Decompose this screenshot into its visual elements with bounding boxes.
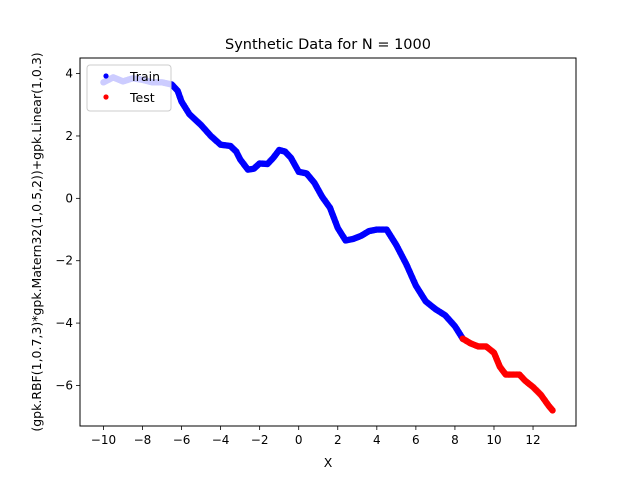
y-tick-label: −2 [55, 254, 73, 268]
data-point-train [393, 241, 400, 249]
x-tick-label: −2 [251, 433, 269, 447]
data-point-train [365, 227, 373, 235]
x-tick-label: −4 [212, 433, 230, 447]
data-point-train [326, 204, 334, 211]
x-tick-label: 0 [295, 433, 303, 447]
data-point-train [178, 98, 185, 105]
data-point-train [217, 141, 224, 148]
data-point-train [174, 87, 181, 94]
data-point-train [207, 132, 215, 140]
data-point-test [459, 335, 466, 342]
series-train-density [101, 74, 466, 341]
data-point-test [537, 391, 545, 399]
x-tick-label: 6 [412, 433, 420, 447]
x-tick-label: 10 [486, 433, 501, 447]
data-point-test [549, 407, 556, 414]
chart-title: Synthetic Data for N = 1000 [225, 37, 431, 53]
data-point-test [475, 343, 482, 350]
series-train [100, 74, 466, 342]
legend: Train Test [86, 64, 172, 112]
data-point-train [422, 298, 429, 305]
data-point-train [383, 226, 390, 233]
data-point-train [197, 121, 205, 129]
data-point-train [256, 160, 263, 167]
x-tick-label: −8 [134, 433, 152, 447]
x-tick-label: 4 [373, 433, 381, 447]
data-point-train [342, 237, 349, 244]
y-axis-label: (gpk.RBF(1,0.7,3)*gpk.Matern32(1,0.5,2))… [29, 52, 44, 431]
data-point-train [412, 282, 420, 289]
data-point-test [482, 343, 490, 350]
data-point-test [545, 402, 552, 409]
data-point-train [250, 165, 257, 172]
x-tick-label: 2 [334, 433, 342, 447]
x-tick-label: 12 [525, 433, 540, 447]
data-point-train [451, 323, 459, 330]
legend-label-test: Test [129, 90, 155, 105]
y-tick-label: 2 [65, 129, 73, 143]
plot-area [79, 57, 577, 427]
data-point-train [233, 148, 240, 155]
data-point-test [510, 371, 517, 378]
plot-frame [79, 57, 577, 427]
y-tick-label: −6 [55, 378, 73, 392]
series-test [459, 335, 556, 414]
data-point-train [432, 305, 439, 313]
legend-marker-train [103, 73, 109, 79]
data-point-train [281, 148, 289, 155]
data-point-train [227, 142, 234, 150]
data-point-train [357, 232, 365, 239]
legend-label-train: Train [129, 69, 160, 84]
data-point-train [264, 160, 271, 168]
data-point-test [496, 363, 504, 370]
y-tick-label: 0 [65, 191, 73, 205]
data-point-train [295, 168, 302, 176]
data-point-train [350, 235, 357, 243]
data-point-test [502, 371, 509, 378]
data-point-train [244, 166, 252, 173]
data-point-test [522, 377, 529, 384]
data-point-train [236, 156, 244, 163]
y-tick-label: −4 [55, 316, 73, 330]
data-point-train [402, 260, 410, 268]
data-point-train [303, 170, 310, 177]
data-point-test [516, 371, 523, 378]
x-tick-label: 8 [451, 433, 459, 447]
data-point-train [275, 146, 283, 154]
y-tick-label: 4 [65, 67, 73, 81]
data-point-train [287, 154, 295, 161]
x-tick-label: −10 [91, 433, 116, 447]
y-axis: −6 −4 −2 0 2 4 [55, 67, 80, 392]
data-point-test [467, 340, 474, 347]
legend-marker-test [103, 94, 109, 100]
data-point-train [334, 224, 341, 232]
x-tick-label: −6 [173, 433, 191, 447]
data-point-train [373, 226, 381, 233]
data-point-test [529, 383, 537, 391]
x-axis-label: X [324, 455, 333, 470]
x-axis: −10 −8 −6 −4 −2 0 2 4 6 8 10 12 [91, 426, 541, 447]
data-point-train [318, 193, 326, 200]
data-point-train [311, 179, 318, 186]
series-layer [100, 74, 556, 414]
data-point-train [270, 154, 277, 161]
data-point-train [186, 110, 193, 118]
data-point-train [441, 312, 449, 319]
data-point-test [490, 349, 498, 356]
